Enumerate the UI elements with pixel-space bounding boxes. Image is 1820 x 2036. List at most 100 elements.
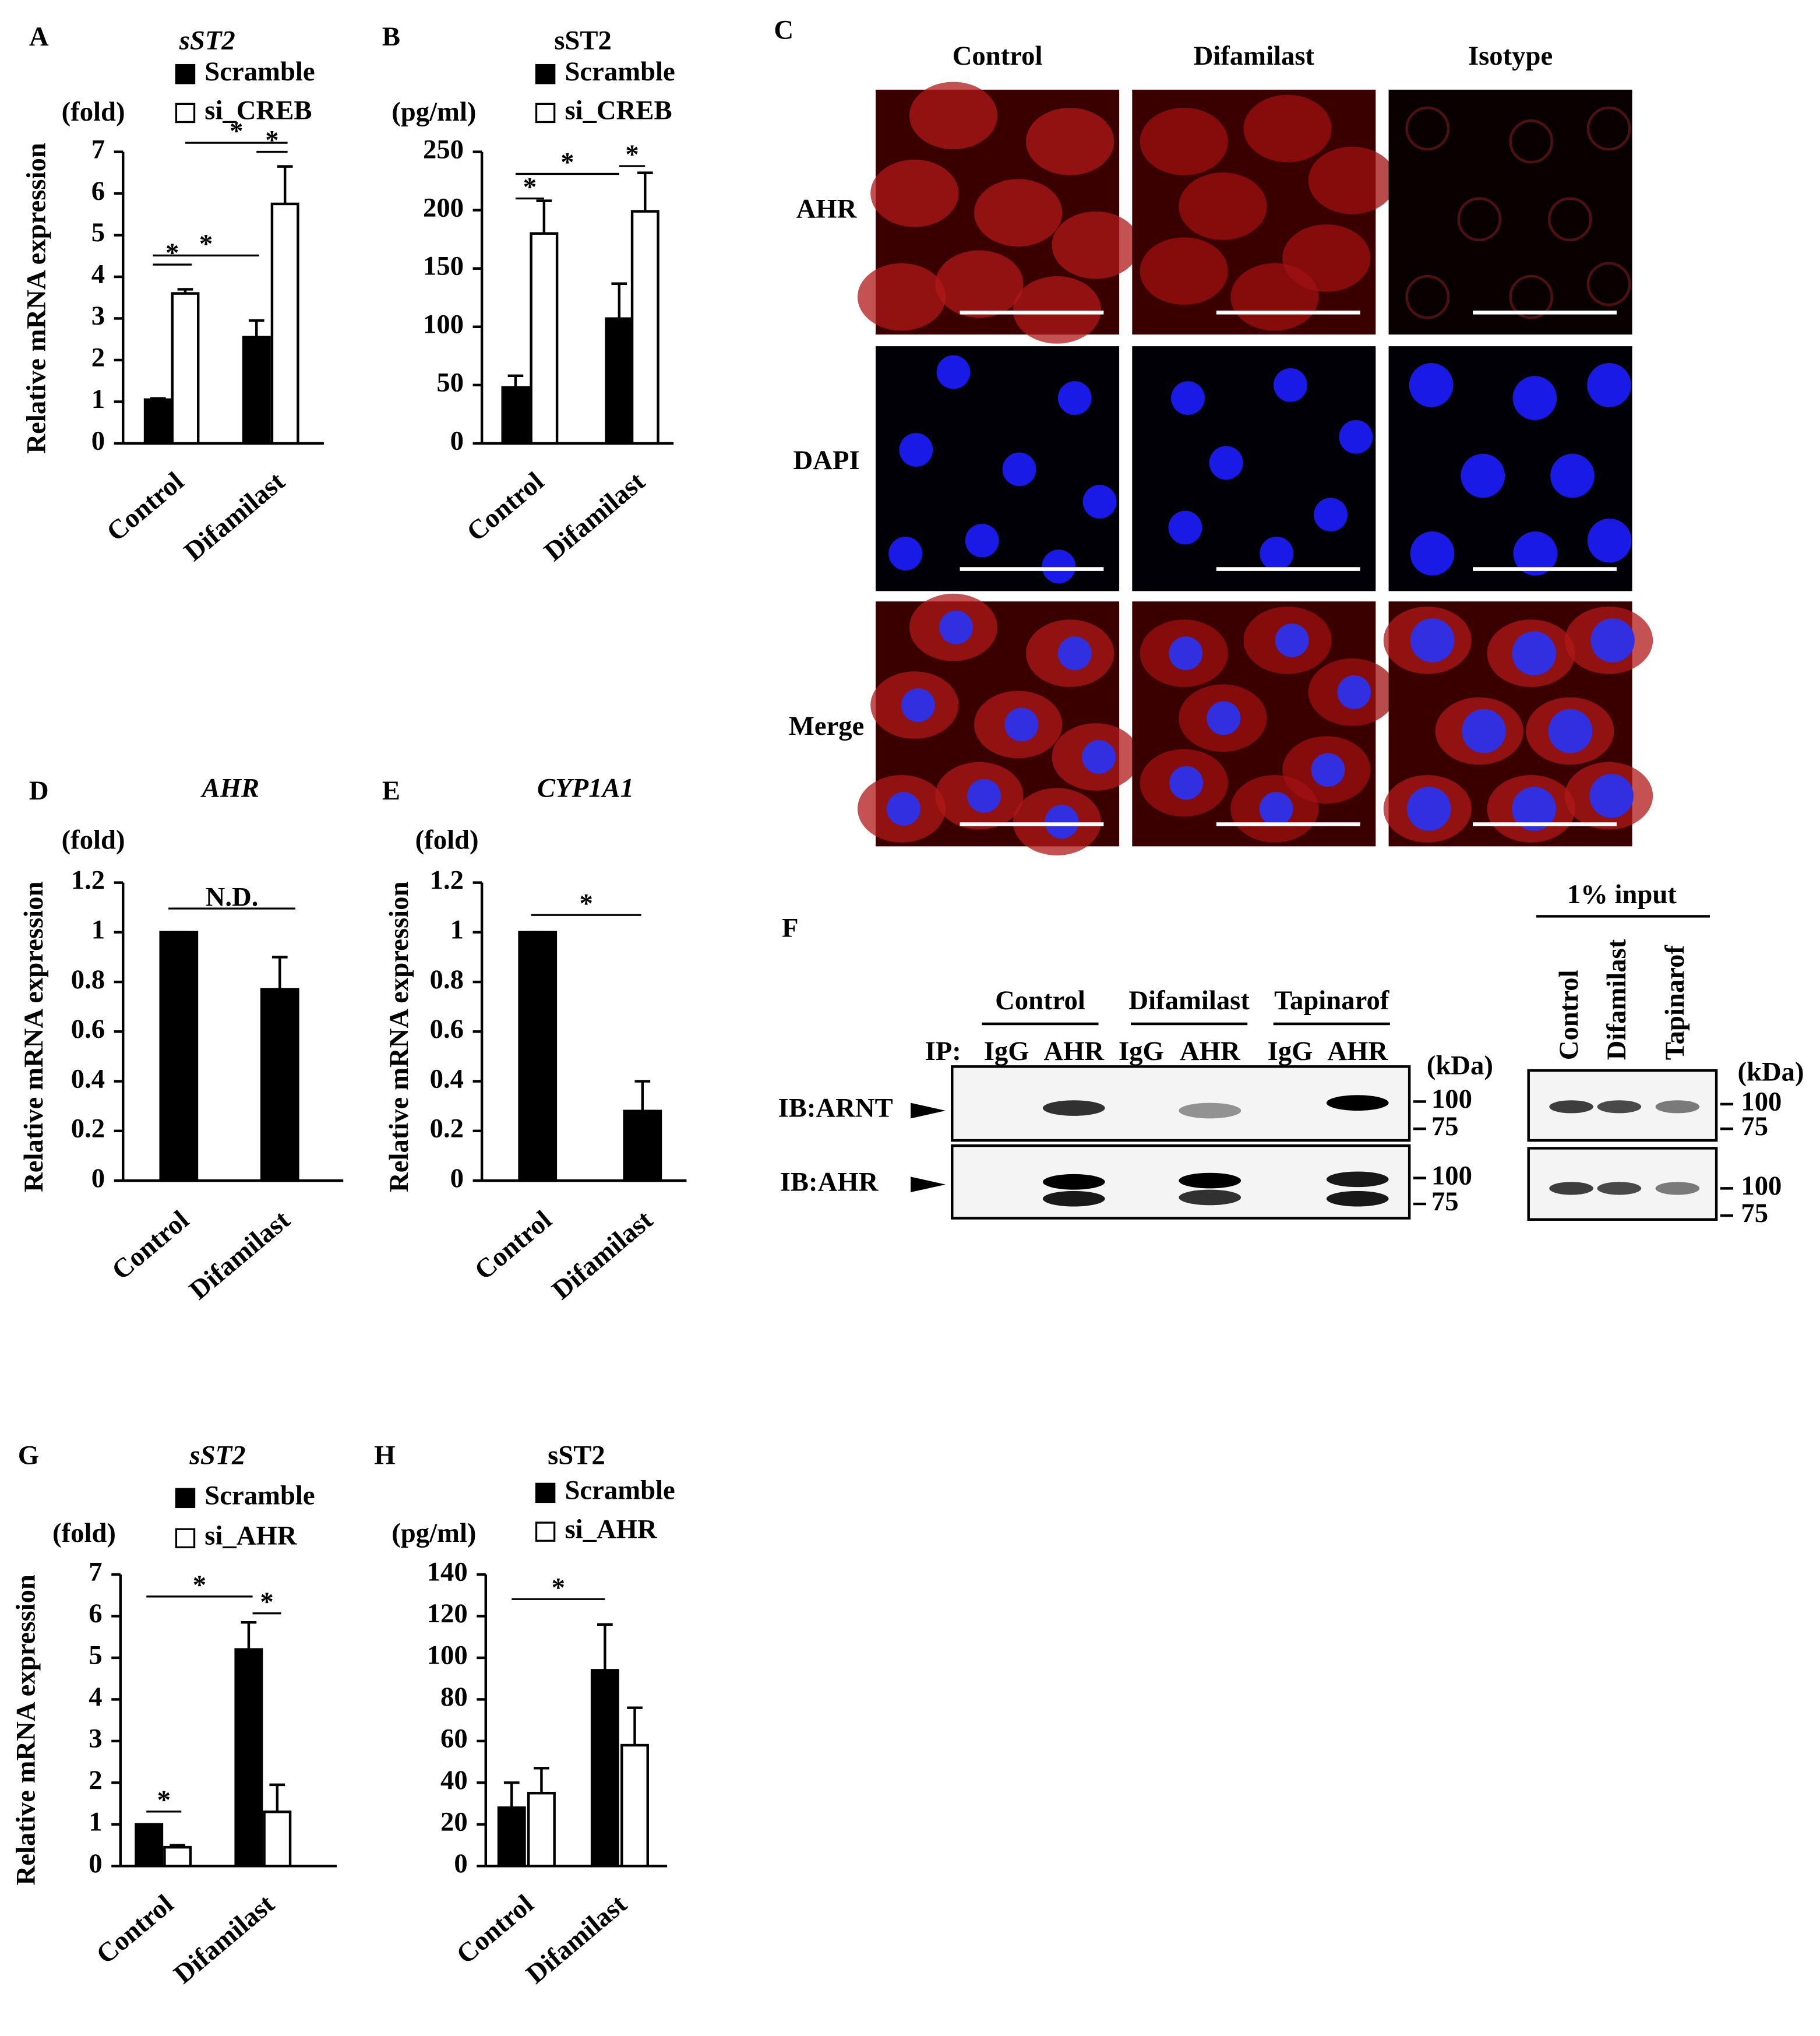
marker-label: 75 xyxy=(1431,1111,1459,1142)
cell-cytoplasm xyxy=(1140,237,1228,305)
nucleus xyxy=(1169,636,1203,670)
y-tick-label: 5 xyxy=(91,217,105,248)
nucleus xyxy=(1169,766,1203,800)
cell-cytoplasm xyxy=(935,250,1024,318)
cell-outline xyxy=(1586,106,1631,151)
nucleus xyxy=(1461,453,1505,498)
y-tick-label: 0 xyxy=(89,1848,102,1879)
y-tick-label: 0.2 xyxy=(71,1114,105,1144)
nucleus xyxy=(939,610,973,644)
error-bar xyxy=(248,319,264,337)
legend-swatch xyxy=(175,103,196,124)
error-bar xyxy=(597,1623,613,1671)
cell-cytoplasm xyxy=(857,263,946,331)
y-unit: (fold) xyxy=(415,825,479,855)
bar xyxy=(530,232,559,445)
panel-letter: D xyxy=(29,776,49,806)
y-tick-label: 0 xyxy=(454,1848,467,1879)
lane-label: Difamilast xyxy=(1602,939,1632,1060)
column-label: Control xyxy=(953,41,1043,71)
nucleus xyxy=(1082,740,1116,774)
y-tick-label: 150 xyxy=(423,251,464,281)
bar xyxy=(270,202,299,445)
row-label: IB:AHR xyxy=(780,1167,879,1197)
y-tick-label: 7 xyxy=(91,134,105,164)
row-label: DAPI xyxy=(793,445,860,475)
legend-swatch xyxy=(175,1528,196,1548)
bar xyxy=(501,386,530,445)
legend-swatch xyxy=(535,1482,556,1503)
error-bar xyxy=(177,288,193,294)
y-tick-label: 0.6 xyxy=(71,1014,105,1044)
nucleus xyxy=(1045,805,1079,839)
cell-outline xyxy=(1405,274,1450,319)
legend-label: Scramble xyxy=(204,1481,315,1511)
row-label: Merge xyxy=(789,711,865,741)
significance-label: * xyxy=(157,1785,171,1815)
cell-cytoplasm xyxy=(909,82,998,150)
group-label: Tapinarof xyxy=(1274,985,1389,1016)
nucleus xyxy=(1274,368,1307,402)
nucleus xyxy=(1406,787,1451,831)
significance-label: * xyxy=(523,172,537,202)
nucleus xyxy=(1057,381,1092,415)
arrowhead xyxy=(911,1176,946,1193)
nucleus xyxy=(1410,531,1455,576)
nucleus xyxy=(1259,792,1293,826)
y-tick-label: 1.2 xyxy=(430,865,464,895)
band xyxy=(1549,1100,1593,1114)
bar xyxy=(171,292,200,445)
error-bar xyxy=(611,282,627,319)
nucleus xyxy=(1550,453,1595,498)
lane-label: Control xyxy=(1554,970,1584,1060)
bar xyxy=(620,1743,649,1868)
y-tick-label: 1 xyxy=(91,384,105,414)
band xyxy=(1042,1174,1105,1190)
bar xyxy=(234,1648,263,1868)
significance-label: * xyxy=(579,888,592,918)
ip-label: IP: xyxy=(925,1036,961,1066)
marker-label: 100 xyxy=(1741,1171,1782,1201)
bar xyxy=(263,1810,292,1868)
nucleus xyxy=(1171,381,1205,415)
cell-cytoplasm xyxy=(1026,108,1114,175)
cell-cytoplasm xyxy=(1179,172,1267,240)
y-tick-label: 6 xyxy=(89,1598,102,1629)
bar xyxy=(497,1806,526,1868)
y-unit: (fold) xyxy=(62,825,125,855)
chart-title: sST2 xyxy=(548,1440,605,1471)
y-tick-label: 3 xyxy=(91,301,105,331)
group-label: Difamilast xyxy=(1128,985,1250,1016)
panel-letter: H xyxy=(374,1440,395,1471)
nucleus xyxy=(1513,531,1558,576)
y-unit: (fold) xyxy=(52,1518,116,1548)
y-tick-label: 250 xyxy=(423,134,464,164)
y-tick-label: 60 xyxy=(440,1724,468,1754)
y-tick-label: 2 xyxy=(89,1765,102,1795)
error-bar xyxy=(503,1781,520,1808)
y-tick-label: 3 xyxy=(89,1724,102,1754)
bar xyxy=(623,1109,662,1182)
nucleus xyxy=(1311,753,1345,787)
nucleus xyxy=(901,688,935,722)
band xyxy=(1179,1172,1241,1189)
chart-title: AHR xyxy=(200,773,259,803)
cell-cytoplasm xyxy=(1013,276,1101,344)
error-bar xyxy=(627,1706,643,1746)
y-tick-label: 20 xyxy=(440,1807,468,1837)
nucleus xyxy=(1512,376,1557,420)
cell-outline xyxy=(1509,274,1553,319)
band xyxy=(1326,1095,1389,1111)
nucleus xyxy=(1207,701,1241,735)
legend-label: si_AHR xyxy=(204,1520,298,1551)
legend-label: Scramble xyxy=(565,57,675,87)
marker-label: 100 xyxy=(1741,1087,1782,1117)
y-tick-label: 6 xyxy=(91,176,105,206)
bar xyxy=(143,398,172,445)
legend-swatch xyxy=(535,64,556,84)
legend-label: Scramble xyxy=(565,1475,675,1506)
error-bar xyxy=(277,165,293,204)
bar xyxy=(630,210,659,445)
